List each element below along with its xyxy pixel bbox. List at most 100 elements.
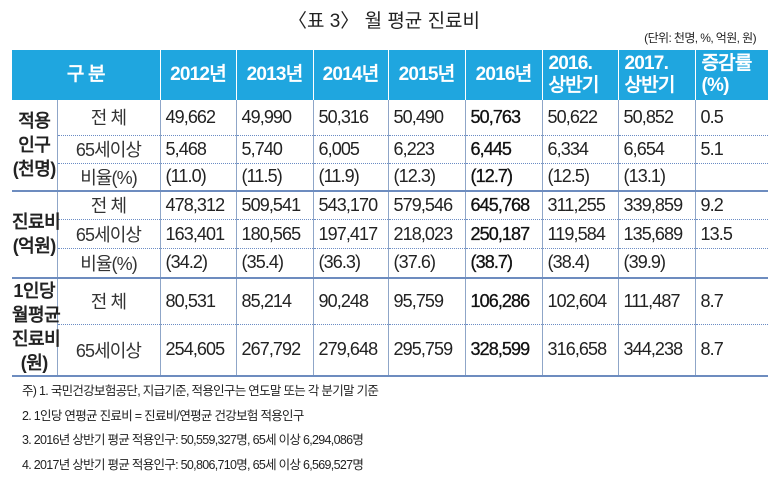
table-cell: 163,401	[159, 219, 236, 249]
table-row: 적용 인구 (천명) 전 체 49,662 49,990 50,316 50,490 50,76…	[12, 100, 768, 192]
header-row: 구 분 2012년 2013년 2014년 2015년 2016년 2016. 상반기 2017…	[12, 50, 768, 100]
row-sub-label: 전 체	[56, 100, 160, 136]
table-cell: 543,170	[312, 190, 388, 220]
column-header: 2012년	[159, 50, 236, 100]
table-cell: 6,445	[464, 135, 542, 164]
medical-cost-table: 구 분 2012년 2013년 2014년 2015년 2016년 2016. 상반기 2017…	[12, 50, 768, 377]
table-cell: 6,223	[387, 135, 465, 164]
table-cell: (38.4)	[541, 248, 618, 279]
table-cell: (12.3)	[387, 163, 465, 192]
table-cell: 279,648	[312, 324, 388, 377]
table-cell: 250,187	[464, 219, 542, 249]
footnote: 3. 2016년 상반기 평균 적용인구: 50,559,327명, 65세 이…	[22, 433, 364, 447]
table-cell: 197,417	[312, 219, 388, 249]
footnote: 주) 1. 국민건강보험공단, 지급기준, 적용인구는 연도말 또는 각 분기말…	[22, 384, 379, 398]
table-cell: 85,214	[235, 277, 313, 326]
row-sub-label: 65세이상	[56, 324, 160, 377]
table-cell: (13.1)	[617, 163, 695, 192]
row-sub-label: 전 체	[56, 277, 160, 326]
table-cell: 102,604	[541, 277, 618, 326]
table-cell: 50,622	[541, 100, 618, 136]
table-cell: (11.0)	[159, 163, 236, 192]
table-cell: 111,487	[617, 277, 695, 326]
table-cell: (39.9)	[617, 248, 695, 279]
table-cell: 95,759	[387, 277, 465, 326]
table-row: 65세이상 254,605 267,792 279,648 295,759 328,599…	[12, 324, 768, 377]
footnotes: 주) 1. 국민건강보험공단, 지급기준, 적용인구는 연도말 또는 각 분기말…	[22, 379, 379, 477]
table-title: 〈표 3〉 월 평균 진료비	[287, 11, 481, 32]
table-cell: 180,565	[235, 219, 313, 249]
row-sub-label: 전 체	[56, 190, 160, 220]
footnote: 4. 2017년 상반기 평균 적용인구: 50,806,710명, 65세 이…	[22, 457, 364, 472]
table-cell: 50,490	[387, 100, 465, 136]
row-group-label: 진료비 (억원)	[12, 190, 61, 279]
table-cell: 267,792	[235, 324, 313, 377]
table-cell: 645,768	[464, 190, 542, 220]
table-cell	[694, 163, 768, 192]
table-cell: 6,005	[312, 135, 388, 164]
row-sub-label: 비율(%)	[56, 163, 160, 192]
table-row: 비율(%) (11.0) (11.5) (11.9) (12.3) (12.7) (12.5…	[12, 163, 768, 192]
table-cell: 106,286	[464, 277, 542, 326]
table-cell: (11.5)	[235, 163, 313, 192]
table-cell: 5.1	[694, 135, 768, 164]
table-cell: 328,599	[464, 324, 542, 377]
table-cell: 509,541	[235, 190, 313, 220]
table-cell: 311,255	[541, 190, 618, 220]
table-cell: (11.9)	[312, 163, 388, 192]
table-cell: 90,248	[312, 277, 388, 326]
table-cell: 8.7	[694, 277, 768, 326]
column-header: 2015년	[387, 50, 465, 100]
table-cell: 5,740	[235, 135, 313, 164]
table-cell: 50,316	[312, 100, 388, 136]
column-header: 2016년	[464, 50, 542, 100]
table-cell: (36.3)	[312, 248, 388, 279]
footnote: 2. 1인당 연평균 진료비 = 진료비/연평균 건강보험 적용인구	[22, 408, 304, 423]
table-cell: 135,689	[617, 219, 695, 249]
table-cell: 49,662	[159, 100, 236, 136]
table-row: 진료비 (억원) 전 체 478,312 509,541 543,170 579,546 64…	[12, 190, 768, 279]
column-header: 2013년	[235, 50, 313, 100]
table-cell: 478,312	[159, 190, 236, 220]
row-group-label: 적용 인구 (천명)	[12, 100, 57, 192]
table-cell: 339,859	[617, 190, 695, 220]
table-cell: 9.2	[694, 190, 768, 220]
table-cell: 49,990	[235, 100, 313, 136]
column-header: 구 분	[12, 50, 160, 100]
column-header: 2014년	[312, 50, 388, 100]
table-row: 비율(%) (34.2) (35.4) (36.3) (37.6) (38.7) (38.4…	[12, 248, 768, 279]
table-cell: (35.4)	[235, 248, 313, 279]
column-header: 증감률 (%)	[694, 50, 768, 100]
table-cell	[694, 248, 768, 279]
table-cell: 6,654	[617, 135, 695, 164]
table-row: 1인당 월평균 진료비 (원) 전 체 80,531 85,214 90,248 95,759 1…	[12, 277, 768, 377]
table-cell: 316,658	[541, 324, 618, 377]
table-row: 65세이상 5,468 5,740 6,005 6,223 6,445 6,334 6,654…	[12, 135, 768, 164]
table-cell: 5,468	[159, 135, 236, 164]
table-cell: 218,023	[387, 219, 465, 249]
row-sub-label: 65세이상	[56, 219, 160, 249]
table-cell: 80,531	[159, 277, 236, 326]
row-sub-label: 65세이상	[56, 135, 160, 164]
table-cell: 13.5	[694, 219, 768, 249]
table-cell: 119,584	[541, 219, 618, 249]
table-cell: 344,238	[617, 324, 695, 377]
table-row: 65세이상 163,401 180,565 197,417 218,023 250,187…	[12, 219, 768, 249]
column-header: 2016. 상반기	[541, 50, 618, 100]
row-sub-label: 비율(%)	[56, 248, 160, 279]
table-cell: (37.6)	[387, 248, 465, 279]
table-cell: 50,852	[617, 100, 695, 136]
row-group-label: 1인당 월평균 진료비 (원)	[12, 277, 61, 377]
table-cell: (38.7)	[464, 248, 542, 279]
table-cell: 50,763	[464, 100, 542, 136]
table-cell: 6,334	[541, 135, 618, 164]
table-cell: 579,546	[387, 190, 465, 220]
table-cell: (12.7)	[464, 163, 542, 192]
column-header: 2017. 상반기	[617, 50, 695, 100]
table-cell: 0.5	[694, 100, 768, 136]
table-cell: (34.2)	[159, 248, 236, 279]
unit-label: (단위: 천명, %, 억원, 원)	[644, 31, 756, 45]
table-cell: 295,759	[387, 324, 465, 377]
table-cell: (12.5)	[541, 163, 618, 192]
table-cell: 254,605	[159, 324, 236, 377]
